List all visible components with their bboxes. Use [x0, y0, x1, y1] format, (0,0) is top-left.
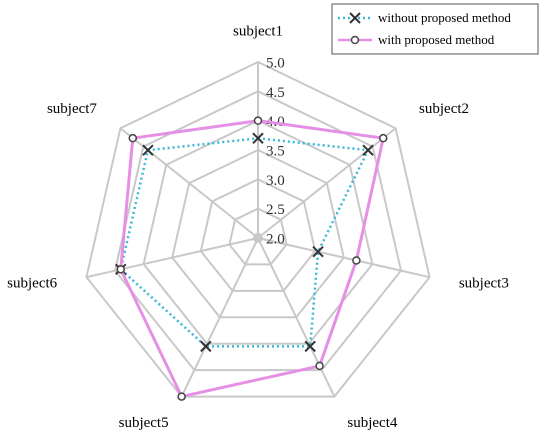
spoke: [257, 237, 430, 279]
grid-ring: [228, 207, 288, 266]
marker: [252, 132, 264, 144]
r-tick-label: 3.5: [266, 143, 285, 159]
marker: [177, 392, 186, 401]
grid-ring: [171, 148, 345, 319]
legend-marker: [349, 12, 361, 24]
center-dot: [253, 233, 263, 243]
marker: [200, 340, 212, 353]
marker: [312, 245, 324, 258]
marker: [362, 144, 374, 156]
series-line: [119, 137, 370, 348]
grid-ring: [85, 60, 431, 398]
category-label: subject4: [347, 415, 397, 431]
legend-marker: [350, 35, 360, 45]
legend-box: [331, 3, 539, 55]
marker: [378, 133, 388, 143]
r-tick-label: 5.0: [266, 55, 285, 71]
legend-label: with proposed method: [378, 32, 495, 47]
category-label: subject2: [419, 101, 469, 117]
grid-ring: [199, 178, 317, 292]
r-tick-label: 2.5: [266, 202, 285, 218]
series-line: [119, 119, 386, 399]
category-label: subject7: [47, 101, 97, 117]
marker: [253, 116, 263, 125]
marker: [315, 361, 324, 371]
marker: [116, 265, 125, 274]
r-tick-label: 2.0: [266, 231, 285, 247]
category-label: subject5: [119, 415, 169, 431]
marker: [142, 144, 154, 156]
category-label: subject1: [233, 23, 283, 39]
r-tick-label: 4.5: [266, 85, 285, 101]
category-label: subject3: [459, 275, 509, 291]
spoke: [86, 237, 259, 279]
marker: [128, 133, 138, 143]
marker: [304, 340, 316, 353]
category-label: subject6: [7, 275, 57, 291]
legend-label: without proposed method: [378, 10, 511, 25]
spoke: [257, 237, 336, 398]
r-tick-label: 3.0: [266, 173, 285, 189]
marker: [352, 256, 361, 265]
spoke: [180, 237, 259, 398]
